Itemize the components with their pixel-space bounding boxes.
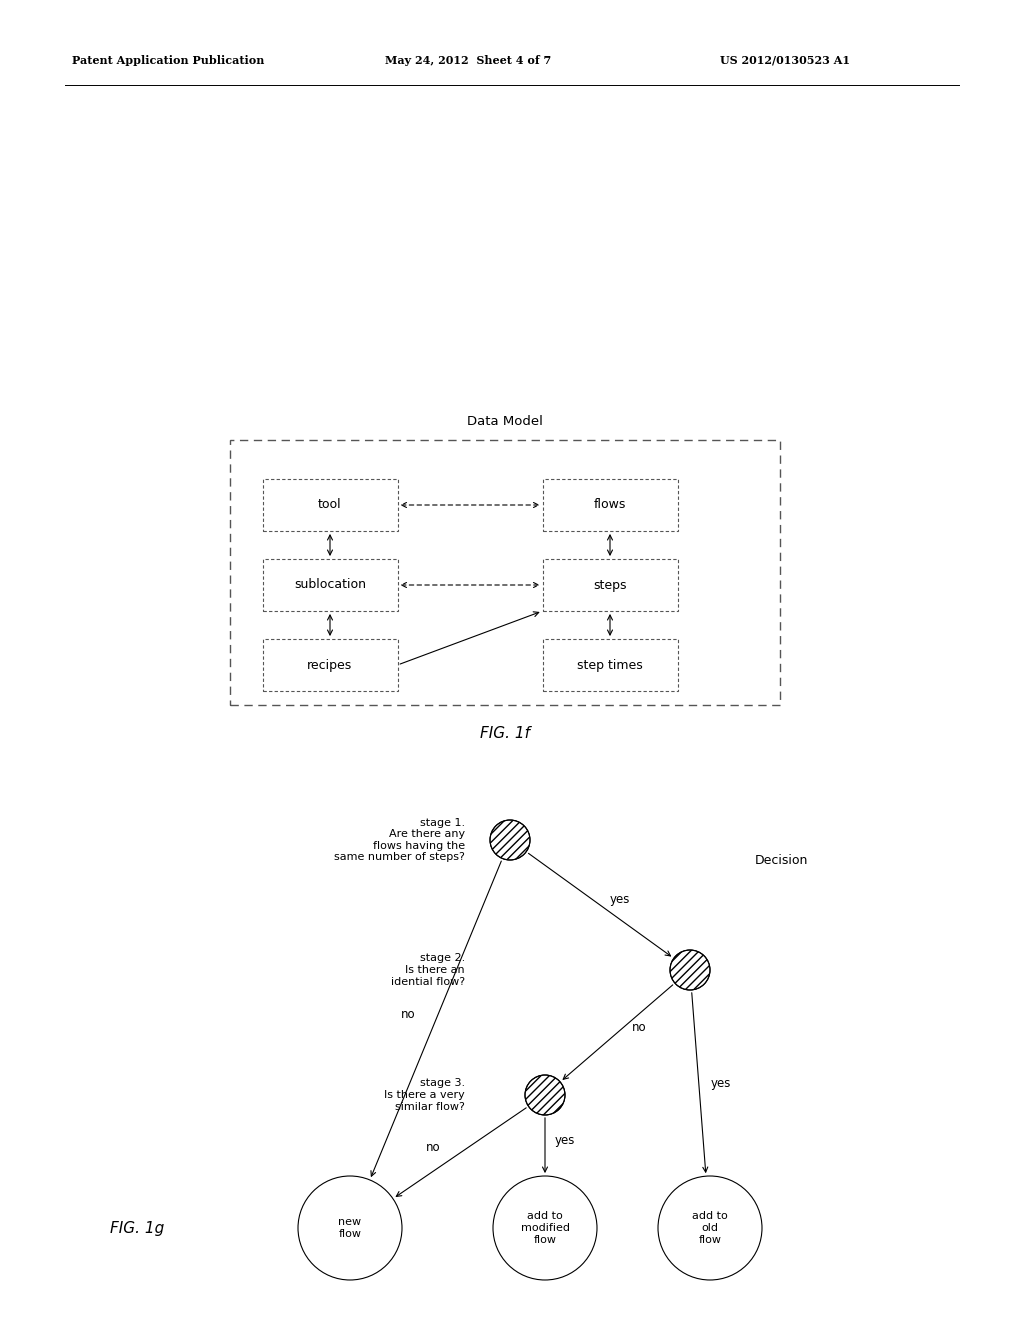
- FancyBboxPatch shape: [262, 479, 397, 531]
- Text: US 2012/0130523 A1: US 2012/0130523 A1: [720, 54, 850, 66]
- Text: tool: tool: [318, 499, 342, 511]
- Circle shape: [670, 950, 710, 990]
- Text: FIG. 1f: FIG. 1f: [480, 726, 530, 741]
- Text: no: no: [400, 1007, 416, 1020]
- Text: yes: yes: [610, 894, 630, 907]
- Circle shape: [658, 1176, 762, 1280]
- Text: yes: yes: [555, 1134, 575, 1147]
- FancyBboxPatch shape: [543, 639, 678, 690]
- Text: May 24, 2012  Sheet 4 of 7: May 24, 2012 Sheet 4 of 7: [385, 54, 551, 66]
- Circle shape: [525, 1074, 565, 1115]
- Circle shape: [493, 1176, 597, 1280]
- Text: stage 1.
Are there any
flows having the
same number of steps?: stage 1. Are there any flows having the …: [334, 817, 465, 862]
- Circle shape: [298, 1176, 402, 1280]
- Text: no: no: [425, 1140, 440, 1154]
- Text: add to
modified
flow: add to modified flow: [520, 1212, 569, 1245]
- FancyBboxPatch shape: [262, 558, 397, 611]
- FancyBboxPatch shape: [262, 639, 397, 690]
- Text: yes: yes: [711, 1077, 731, 1089]
- Text: new
flow: new flow: [339, 1217, 361, 1238]
- Text: Patent Application Publication: Patent Application Publication: [72, 54, 264, 66]
- Text: Data Model: Data Model: [467, 414, 543, 428]
- Text: FIG. 1g: FIG. 1g: [110, 1221, 164, 1236]
- Text: stage 3.
Is there a very
similar flow?: stage 3. Is there a very similar flow?: [384, 1078, 465, 1111]
- Text: sublocation: sublocation: [294, 578, 366, 591]
- Text: steps: steps: [593, 578, 627, 591]
- Text: add to
old
flow: add to old flow: [692, 1212, 728, 1245]
- FancyBboxPatch shape: [543, 479, 678, 531]
- Circle shape: [490, 820, 530, 861]
- FancyBboxPatch shape: [543, 558, 678, 611]
- Text: flows: flows: [594, 499, 627, 511]
- Text: recipes: recipes: [307, 659, 352, 672]
- Text: Decision: Decision: [755, 854, 808, 866]
- Text: stage 2.
Is there an
idential flow?: stage 2. Is there an idential flow?: [391, 953, 465, 986]
- Text: no: no: [632, 1020, 647, 1034]
- Text: step times: step times: [578, 659, 643, 672]
